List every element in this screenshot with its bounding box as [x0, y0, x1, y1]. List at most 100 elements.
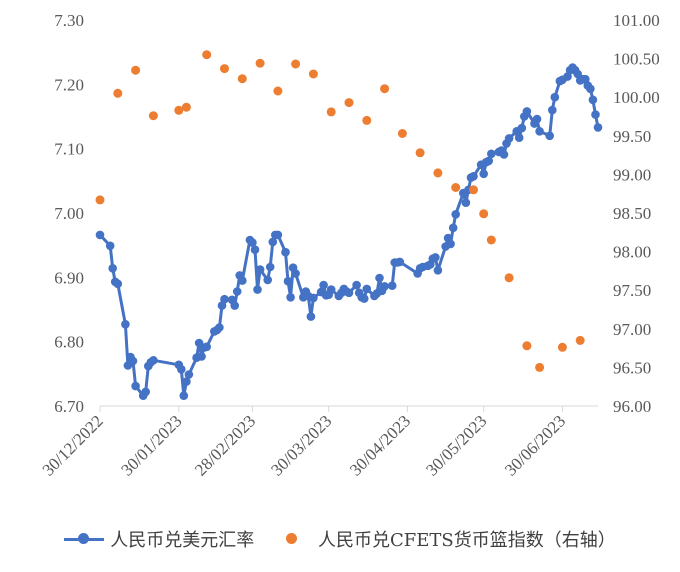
y-left-axis: 6.70 6.80 6.90 7.00 7.10 7.20 7.30 — [54, 11, 84, 416]
y-left-tick-label: 7.00 — [54, 204, 84, 223]
y-right-tick-label: 98.00 — [613, 243, 651, 262]
usdcny-point — [487, 149, 496, 159]
usdcny-point — [306, 312, 316, 321]
usdcny-point — [253, 285, 262, 294]
usdcny-point — [448, 223, 458, 233]
y-right-tick-label: 99.00 — [613, 165, 651, 184]
cfets-point — [479, 209, 489, 219]
usdcny-point — [113, 279, 123, 289]
usdcny-point — [431, 253, 440, 262]
cfets-point — [344, 98, 354, 108]
cfets-point — [575, 335, 585, 345]
usdcny-point — [593, 123, 603, 132]
y-right-tick-label: 100.00 — [613, 88, 660, 107]
usdcny-point — [273, 230, 283, 240]
cfets-point — [220, 64, 229, 74]
cfets-point — [486, 235, 496, 245]
y-left-tick-label: 7.10 — [54, 140, 84, 159]
usdcny-point — [479, 169, 489, 179]
legend-dot-blue — [78, 533, 90, 544]
y-right-tick-label: 97.00 — [613, 320, 651, 339]
y-right-tick-label: 96.00 — [613, 397, 651, 416]
usdcny-point — [545, 131, 554, 141]
x-axis: 30/12/2022 30/01/2023 28/02/2023 30/03/2023… — [39, 405, 598, 480]
legend-marker-scatter — [272, 533, 312, 545]
usdcny-point — [182, 377, 191, 386]
usdcny-point — [197, 352, 206, 361]
usdcny-point — [548, 105, 557, 115]
cfets-point — [174, 105, 184, 115]
cfets-point — [181, 102, 191, 112]
x-tick-label: 30/05/2023 — [422, 411, 490, 479]
y-right-tick-label: 101.00 — [613, 11, 660, 30]
y-right-tick-label: 99.50 — [613, 127, 651, 146]
usdcny-point — [517, 123, 527, 133]
y-left-tick-label: 6.80 — [54, 333, 84, 352]
usdcny-point — [141, 387, 150, 397]
usdcny-point — [362, 284, 372, 294]
cfets-point — [397, 129, 407, 138]
legend-item-cfets: 人民币兑CFETS货币篮指数（右轴） — [272, 526, 616, 552]
usdcny-point — [535, 127, 544, 136]
x-tick-label: 30/06/2023 — [501, 411, 569, 479]
series-usdcny-line — [95, 63, 603, 401]
cfets-point — [273, 86, 283, 96]
x-tick-label: 30/01/2023 — [117, 411, 185, 479]
usdcny-point — [131, 381, 140, 391]
usdcny-point — [268, 237, 278, 247]
cfets-point — [362, 115, 372, 125]
usdcny-point — [283, 276, 293, 286]
usdcny-point — [250, 245, 260, 254]
usdcny-point — [291, 269, 300, 278]
usdcny-point — [461, 198, 471, 207]
usdcny-point — [95, 230, 105, 240]
cfets-point — [308, 69, 318, 79]
usdcny-point — [121, 320, 130, 329]
y-right-tick-label: 98.50 — [613, 204, 651, 223]
cfets-point — [291, 59, 301, 69]
y-left-tick-label: 7.30 — [54, 11, 84, 30]
usdcny-point — [591, 110, 600, 119]
usdcny-point — [319, 280, 328, 290]
legend-item-usdcny: 人民币兑美元汇率 — [64, 526, 254, 552]
usdcny-point — [108, 264, 117, 273]
usdcny-point — [344, 288, 354, 298]
legend-dot-orange — [285, 533, 297, 544]
usdcny-point — [352, 280, 361, 290]
usdcny-point — [433, 266, 443, 275]
cfets-point — [237, 74, 247, 84]
x-tick-label: 30/03/2023 — [267, 411, 335, 479]
usdcny-point — [281, 247, 290, 257]
cfets-point — [255, 58, 265, 68]
usdcny-point — [220, 294, 229, 304]
cfets-point — [113, 88, 123, 98]
usdcny-point — [522, 107, 532, 116]
y-right-tick-label: 97.50 — [613, 281, 651, 300]
y-right-tick-label: 96.50 — [613, 358, 651, 377]
x-tick-label: 28/02/2023 — [191, 411, 259, 479]
usdcny-point — [326, 285, 336, 294]
usdcny-point — [265, 262, 275, 272]
usdcny-point — [499, 150, 509, 159]
cfets-point — [469, 185, 478, 195]
usdcny-point — [532, 114, 542, 124]
usdcny-point — [263, 275, 273, 285]
usdcny-point — [469, 172, 478, 181]
cfets-point — [202, 50, 212, 60]
usdcny-point — [359, 294, 369, 303]
cfets-point — [535, 362, 545, 372]
series-cfets-scatter — [95, 50, 585, 372]
usdcny-point — [550, 92, 560, 102]
usdcny-point — [387, 281, 397, 291]
usdcny-point — [179, 391, 189, 401]
usdcny-point — [202, 342, 211, 352]
usdcny-point — [248, 238, 257, 247]
usdcny-point — [380, 282, 389, 291]
usdcny-point — [255, 265, 265, 274]
usdcny-point — [128, 356, 138, 366]
y-right-axis: 96.00 96.50 97.00 97.50 98.00 98.50 99.00 99.50… — [613, 11, 660, 416]
usdcny-point — [451, 210, 461, 219]
cfets-point — [522, 341, 532, 351]
usdcny-point — [484, 156, 494, 166]
usdcny-point — [149, 356, 158, 365]
